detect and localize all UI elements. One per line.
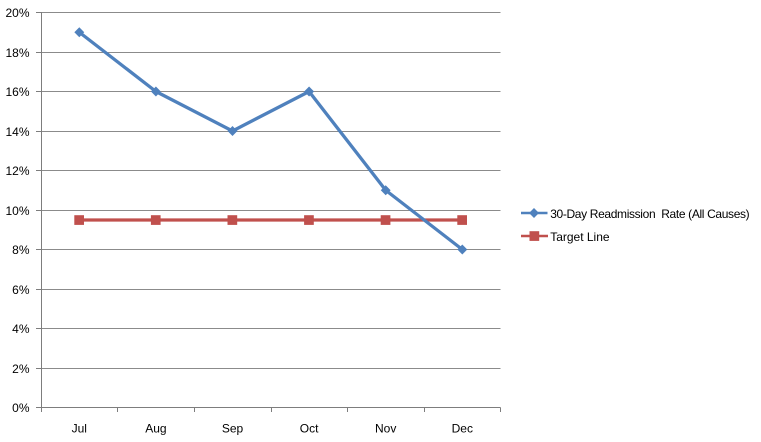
svg-text:Oct: Oct — [300, 422, 319, 436]
svg-text:16%: 16% — [5, 85, 29, 99]
svg-text:4%: 4% — [12, 322, 30, 336]
svg-text:0%: 0% — [12, 401, 30, 415]
svg-text:Jul: Jul — [72, 422, 87, 436]
svg-text:Aug: Aug — [145, 422, 166, 436]
svg-text:Nov: Nov — [375, 422, 396, 436]
svg-text:2%: 2% — [12, 362, 30, 376]
svg-text:12%: 12% — [5, 164, 29, 178]
svg-text:14%: 14% — [5, 125, 29, 139]
svg-text:30-Day Readmission Rate (All: 30-Day Readmission Rate (All Causes) — [550, 207, 749, 221]
svg-text:18%: 18% — [5, 46, 29, 60]
svg-text:Target Line: Target Line — [550, 230, 610, 244]
svg-text:Dec: Dec — [452, 422, 473, 436]
svg-text:Sep: Sep — [222, 422, 244, 436]
svg-text:20%: 20% — [5, 6, 29, 20]
svg-text:10%: 10% — [5, 204, 29, 218]
svg-text:8%: 8% — [12, 243, 30, 257]
svg-text:6%: 6% — [12, 283, 30, 297]
